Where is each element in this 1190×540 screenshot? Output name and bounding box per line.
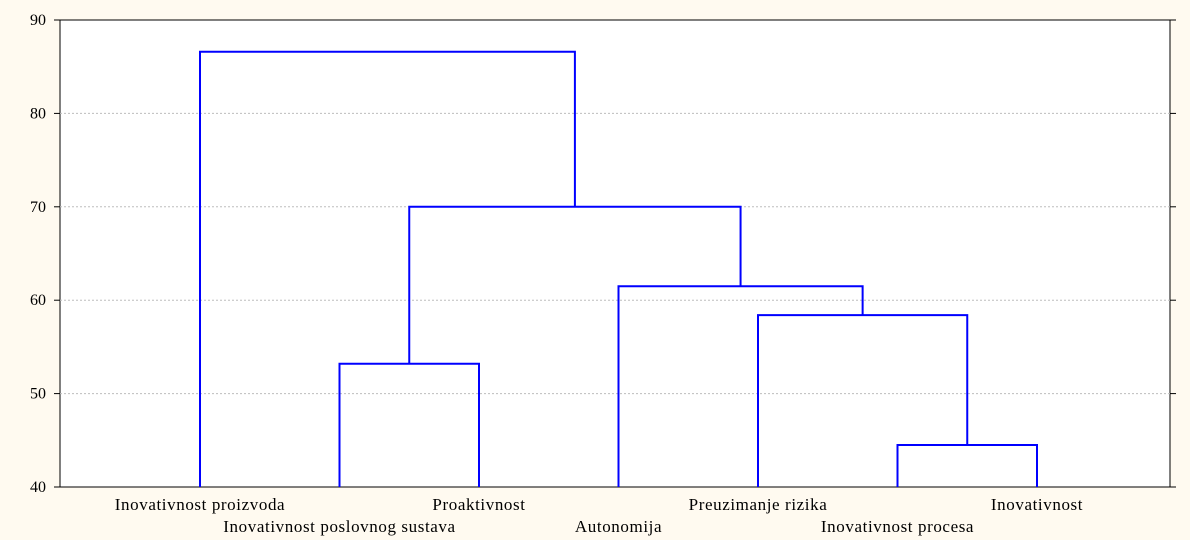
- y-tick-label: 70: [30, 199, 46, 216]
- leaf-label: Inovativnost poslovnog sustava: [223, 517, 455, 536]
- y-tick-label: 90: [30, 12, 46, 29]
- leaf-label: Inovativnost proizvoda: [115, 495, 285, 514]
- leaf-label: Inovativnost: [991, 495, 1083, 514]
- leaf-label: Autonomija: [575, 517, 662, 536]
- y-tick-label: 60: [30, 292, 46, 309]
- y-tick-label: 80: [30, 105, 46, 122]
- y-tick-label: 50: [30, 386, 46, 403]
- y-tick-label: 40: [30, 479, 46, 496]
- leaf-label: Preuzimanje rizika: [689, 495, 828, 514]
- plot-area: [60, 20, 1170, 487]
- leaf-label: Inovativnost procesa: [821, 517, 974, 536]
- leaf-labels: Inovativnost proizvoda Inovativnost poslo…: [115, 495, 1083, 536]
- leaf-label: Proaktivnost: [432, 495, 525, 514]
